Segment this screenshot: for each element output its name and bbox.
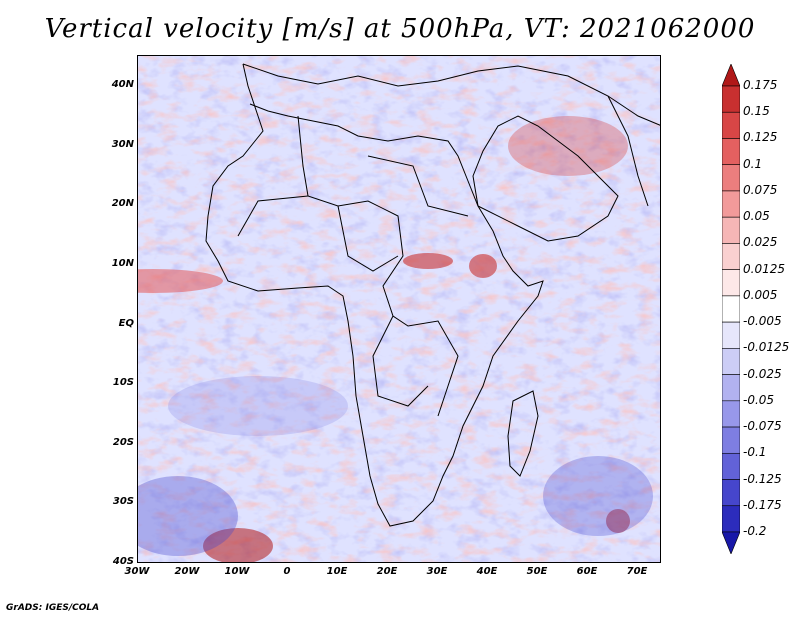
colorbar-segment bbox=[722, 164, 740, 192]
colorbar-label: -0.0125 bbox=[743, 340, 790, 355]
colorbar-top-arrow bbox=[722, 64, 740, 87]
colorbar-segment bbox=[722, 374, 740, 402]
convective-cell bbox=[469, 254, 497, 278]
lon-label: 20W bbox=[174, 566, 200, 577]
colorbar-segment bbox=[722, 111, 740, 139]
asia-coast bbox=[607, 95, 649, 207]
convective-cell bbox=[403, 253, 453, 269]
colorbar-label: 0.075 bbox=[743, 182, 778, 197]
colorbar-label: 0.15 bbox=[743, 104, 770, 119]
colorbar-segment bbox=[722, 321, 740, 349]
colorbar bbox=[722, 64, 740, 554]
lat-label: 10S bbox=[112, 377, 134, 389]
arabia-coast bbox=[472, 115, 619, 242]
country-borders-inner bbox=[237, 155, 469, 407]
colorbar-label: -0.005 bbox=[743, 314, 782, 329]
colorbar-label: 0.125 bbox=[743, 130, 778, 145]
subsidence-region bbox=[543, 456, 653, 536]
lon-label: 30E bbox=[426, 566, 448, 577]
colorbar-segment bbox=[722, 269, 740, 297]
colorbar-segment bbox=[722, 85, 740, 113]
colorbar-label: -0.2 bbox=[743, 524, 767, 538]
lon-label: 0 bbox=[283, 566, 291, 577]
colorbar-segment bbox=[722, 295, 740, 323]
colorbar-segment bbox=[722, 216, 740, 244]
ascent-texture bbox=[138, 56, 660, 562]
lon-label: 10W bbox=[224, 566, 250, 577]
colorbar-segment bbox=[722, 479, 740, 507]
colorbar-segment bbox=[722, 190, 740, 218]
colorbar-label: 0.005 bbox=[743, 287, 778, 302]
colorbar-segment bbox=[722, 452, 740, 480]
lon-label: 70E bbox=[626, 566, 648, 577]
lat-label: 10N bbox=[111, 257, 134, 269]
lat-label: 20N bbox=[111, 198, 134, 210]
lon-label: 50E bbox=[526, 566, 548, 577]
madagascar-coast bbox=[507, 390, 539, 477]
colorbar-label: 0.1 bbox=[743, 156, 763, 171]
lon-label: 40E bbox=[476, 566, 498, 577]
convective-cell bbox=[203, 528, 273, 562]
lon-label: 10E bbox=[326, 566, 348, 577]
velocity-field bbox=[138, 56, 660, 562]
subsidence-region bbox=[138, 476, 238, 556]
colorbar-segment bbox=[722, 505, 740, 533]
chart-title: Vertical velocity [m/s] at 500hPa, VT: 2… bbox=[44, 14, 756, 44]
colorbar-segment bbox=[722, 243, 740, 270]
country-borders bbox=[297, 115, 459, 417]
lat-label: EQ bbox=[118, 317, 134, 329]
lon-label: 20E bbox=[376, 566, 398, 577]
lon-label: 60E bbox=[576, 566, 598, 577]
colorbar-segment bbox=[722, 426, 740, 454]
colorbar-label: 0.05 bbox=[743, 209, 770, 224]
colorbar-label: -0.025 bbox=[743, 366, 782, 381]
coastlines bbox=[205, 63, 660, 527]
colorbar-label: -0.1 bbox=[743, 445, 767, 460]
colorbar-label: 0.0125 bbox=[743, 261, 785, 276]
convective-cell bbox=[606, 509, 630, 533]
lat-label: 30N bbox=[111, 138, 134, 150]
colorbar-segment bbox=[722, 400, 740, 428]
lat-label: 20S bbox=[112, 436, 134, 448]
colorbar-label: 0.025 bbox=[743, 235, 778, 250]
colorbar-label: -0.175 bbox=[743, 497, 782, 512]
colorbar-segment bbox=[722, 138, 740, 166]
colorbar-label: -0.05 bbox=[743, 392, 775, 407]
subsidence-region bbox=[168, 376, 348, 436]
colorbar-label: 0.175 bbox=[743, 78, 778, 92]
africa-coast bbox=[205, 63, 544, 527]
colorbar-label: -0.075 bbox=[743, 419, 782, 434]
colorbar-bottom-arrow bbox=[722, 531, 740, 554]
lat-label: 40N bbox=[111, 79, 134, 90]
ascent-region bbox=[508, 116, 628, 176]
lat-label: 30S bbox=[112, 496, 134, 508]
colorbar-segment bbox=[722, 348, 740, 375]
footer-credit: GrADS: IGES/COLA bbox=[6, 603, 100, 613]
colorbar-label: -0.125 bbox=[743, 471, 782, 486]
lon-label: 30W bbox=[124, 566, 150, 577]
itcz-band bbox=[138, 269, 223, 293]
map-panel bbox=[137, 55, 661, 563]
europe-asia-coast bbox=[242, 63, 660, 126]
lat-label: 40S bbox=[112, 556, 134, 567]
